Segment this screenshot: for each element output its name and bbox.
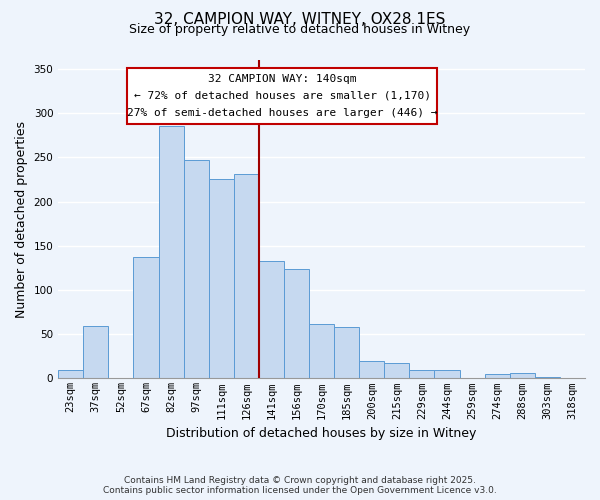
Bar xyxy=(309,324,334,378)
Text: Contains public sector information licensed under the Open Government Licence v3: Contains public sector information licen… xyxy=(103,486,497,495)
Y-axis label: Number of detached properties: Number of detached properties xyxy=(15,120,28,318)
Bar xyxy=(409,370,434,378)
Bar xyxy=(485,374,510,378)
Bar xyxy=(284,268,309,378)
Bar xyxy=(58,370,83,378)
Bar xyxy=(259,261,284,378)
Bar xyxy=(234,174,259,378)
FancyBboxPatch shape xyxy=(127,68,437,124)
X-axis label: Distribution of detached houses by size in Witney: Distribution of detached houses by size … xyxy=(166,427,477,440)
Bar xyxy=(158,126,184,378)
Bar xyxy=(510,373,535,378)
Bar xyxy=(535,376,560,378)
Bar xyxy=(359,360,385,378)
Bar xyxy=(83,326,109,378)
Bar xyxy=(385,364,409,378)
Text: ← 72% of detached houses are smaller (1,170): ← 72% of detached houses are smaller (1,… xyxy=(134,91,431,101)
Bar xyxy=(209,178,234,378)
Text: Contains HM Land Registry data © Crown copyright and database right 2025.: Contains HM Land Registry data © Crown c… xyxy=(124,476,476,485)
Text: Size of property relative to detached houses in Witney: Size of property relative to detached ho… xyxy=(130,22,470,36)
Bar xyxy=(133,257,158,378)
Bar xyxy=(434,370,460,378)
Text: 32 CAMPION WAY: 140sqm: 32 CAMPION WAY: 140sqm xyxy=(208,74,356,85)
Text: 32, CAMPION WAY, WITNEY, OX28 1ES: 32, CAMPION WAY, WITNEY, OX28 1ES xyxy=(154,12,446,28)
Bar xyxy=(334,327,359,378)
Bar xyxy=(184,160,209,378)
Text: 27% of semi-detached houses are larger (446) →: 27% of semi-detached houses are larger (… xyxy=(127,108,437,118)
